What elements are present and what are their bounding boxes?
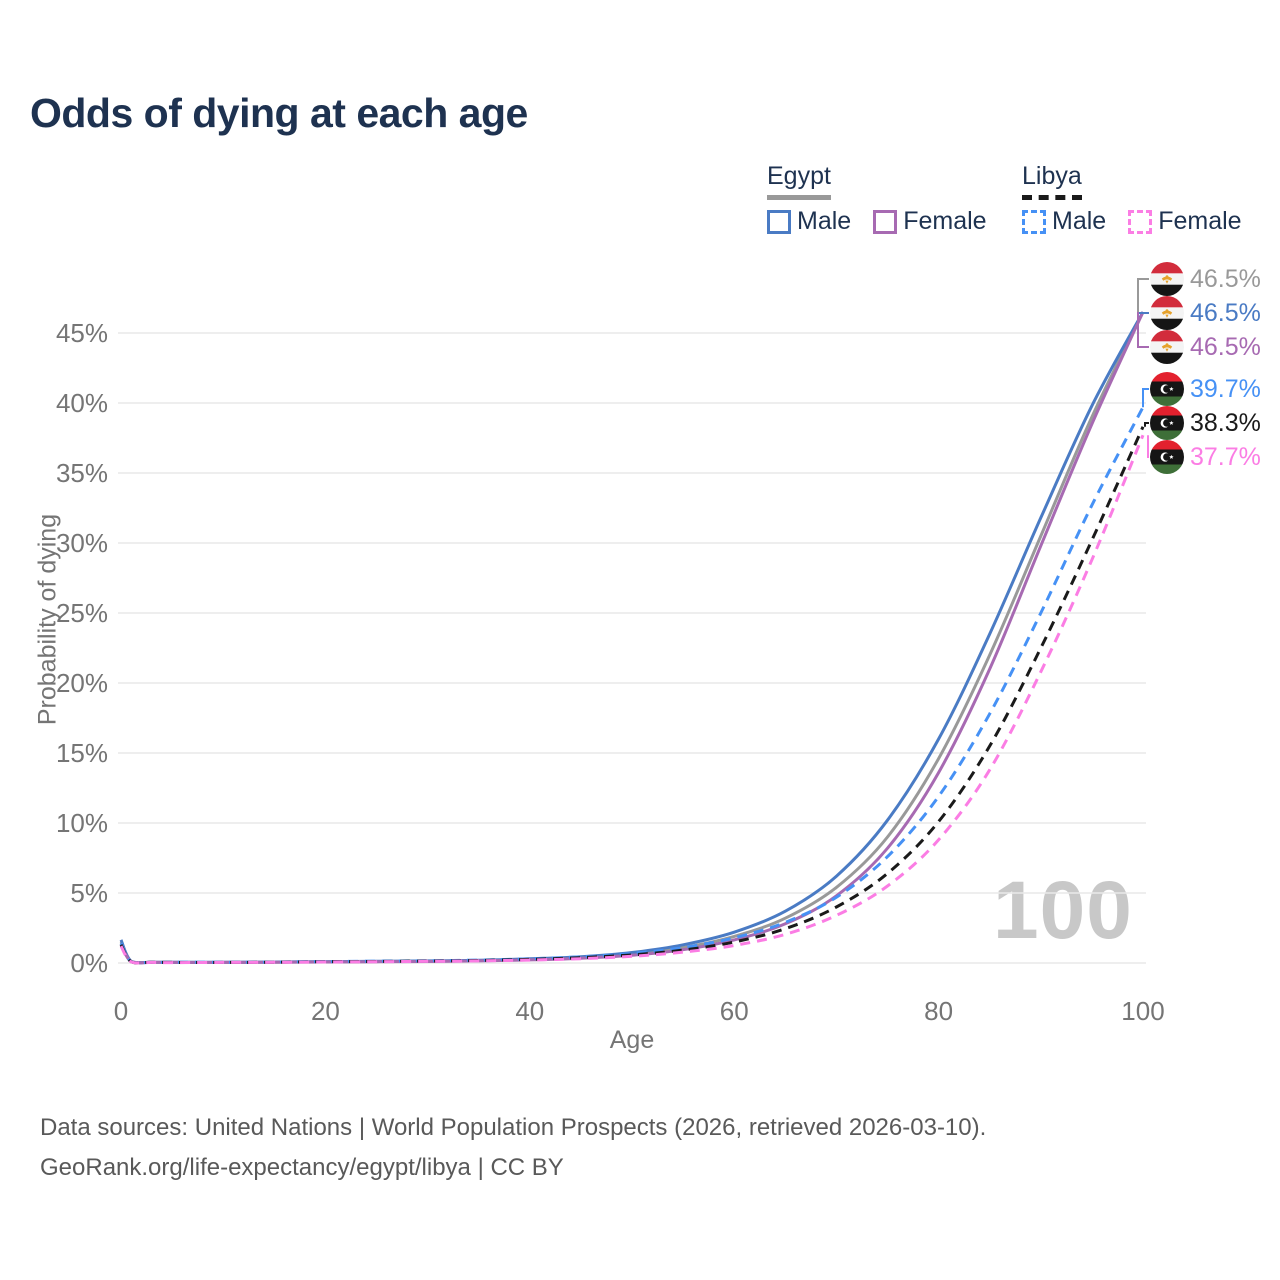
end-value: 37.7% bbox=[1190, 442, 1261, 471]
series-line-egypt-male[interactable] bbox=[119, 311, 1145, 965]
legend-item-egypt-male[interactable]: Male bbox=[767, 207, 851, 236]
source-attribution: Data sources: United Nations | World Pop… bbox=[40, 1108, 986, 1188]
end-label-libya-female: 37.7% bbox=[1150, 440, 1261, 474]
series-line-libya-male[interactable] bbox=[119, 406, 1145, 965]
legend-label: Male bbox=[797, 207, 852, 235]
legend-title-egypt: Egypt bbox=[767, 162, 831, 200]
end-label-libya-both: 38.3% bbox=[1150, 406, 1261, 440]
libya-flag-icon bbox=[1150, 406, 1184, 440]
y-tick-label: 35% bbox=[56, 458, 108, 488]
series-line-libya-female[interactable] bbox=[119, 434, 1145, 965]
y-tick-label: 45% bbox=[56, 318, 108, 348]
chart-title: Odds of dying at each age bbox=[30, 90, 528, 136]
egypt-flag-icon bbox=[1150, 296, 1184, 330]
legend-label: Female bbox=[903, 207, 987, 235]
y-tick-label: 10% bbox=[56, 808, 108, 838]
legend-group-egypt: Egypt Male Female bbox=[767, 162, 987, 236]
end-value: 46.5% bbox=[1190, 332, 1261, 361]
end-label-egypt-female: 46.5% bbox=[1150, 330, 1261, 364]
end-label-connector bbox=[1144, 422, 1149, 427]
license-line: GeoRank.org/life-expectancy/egypt/libya … bbox=[40, 1154, 564, 1181]
y-tick-label: 40% bbox=[56, 388, 108, 418]
libya-male-swatch-icon bbox=[1022, 209, 1046, 234]
y-tick-label: 15% bbox=[56, 738, 108, 768]
legend-group-libya: Libya Male Female bbox=[1022, 162, 1242, 236]
legend-label: Male bbox=[1052, 207, 1107, 235]
y-tick-label: 0% bbox=[70, 948, 108, 978]
y-tick-label: 5% bbox=[70, 878, 108, 908]
end-label-egypt-male: 46.5% bbox=[1150, 296, 1261, 330]
libya-female-swatch-icon bbox=[1128, 209, 1153, 234]
x-tick-label: 100 bbox=[1121, 996, 1164, 1026]
age-watermark: 100 bbox=[993, 865, 1133, 956]
x-tick-label: 0 bbox=[114, 996, 128, 1026]
legend-item-egypt-female[interactable]: Female bbox=[873, 207, 987, 236]
y-tick-label: 30% bbox=[56, 528, 108, 558]
end-value: 39.7% bbox=[1190, 374, 1261, 403]
libya-flag-icon bbox=[1150, 372, 1184, 406]
egypt-male-swatch-icon bbox=[767, 209, 791, 234]
y-tick-label: 20% bbox=[56, 668, 108, 698]
y-tick-label: 25% bbox=[56, 598, 108, 628]
end-label-connector bbox=[1147, 435, 1149, 458]
data-sources-line: Data sources: United Nations | World Pop… bbox=[40, 1114, 987, 1141]
end-value: 46.5% bbox=[1190, 298, 1261, 327]
x-tick-label: 40 bbox=[515, 996, 544, 1026]
legend-label: Female bbox=[1158, 207, 1242, 235]
legend-item-libya-male[interactable]: Male bbox=[1022, 207, 1106, 236]
legend-title-libya: Libya bbox=[1022, 162, 1082, 200]
end-label-connector bbox=[1139, 312, 1149, 314]
egypt-flag-icon bbox=[1150, 262, 1184, 296]
libya-flag-icon bbox=[1150, 440, 1184, 474]
end-value: 46.5% bbox=[1190, 264, 1261, 293]
legend-item-libya-female[interactable]: Female bbox=[1128, 207, 1242, 236]
x-tick-label: 80 bbox=[924, 996, 953, 1026]
egypt-female-swatch-icon bbox=[873, 209, 898, 234]
egypt-flag-icon bbox=[1150, 330, 1184, 364]
end-label-libya-male: 39.7% bbox=[1150, 372, 1261, 406]
end-label-connector bbox=[1142, 388, 1149, 408]
end-label-connector bbox=[1137, 278, 1149, 312]
x-tick-label: 60 bbox=[720, 996, 749, 1026]
end-label-egypt-both: 46.5% bbox=[1150, 262, 1261, 296]
x-axis-title: Age bbox=[609, 1026, 655, 1054]
series-line-libya-both-sexes-[interactable] bbox=[119, 426, 1145, 965]
end-value: 38.3% bbox=[1190, 408, 1261, 437]
x-tick-label: 20 bbox=[311, 996, 340, 1026]
end-label-connector bbox=[1137, 312, 1149, 348]
